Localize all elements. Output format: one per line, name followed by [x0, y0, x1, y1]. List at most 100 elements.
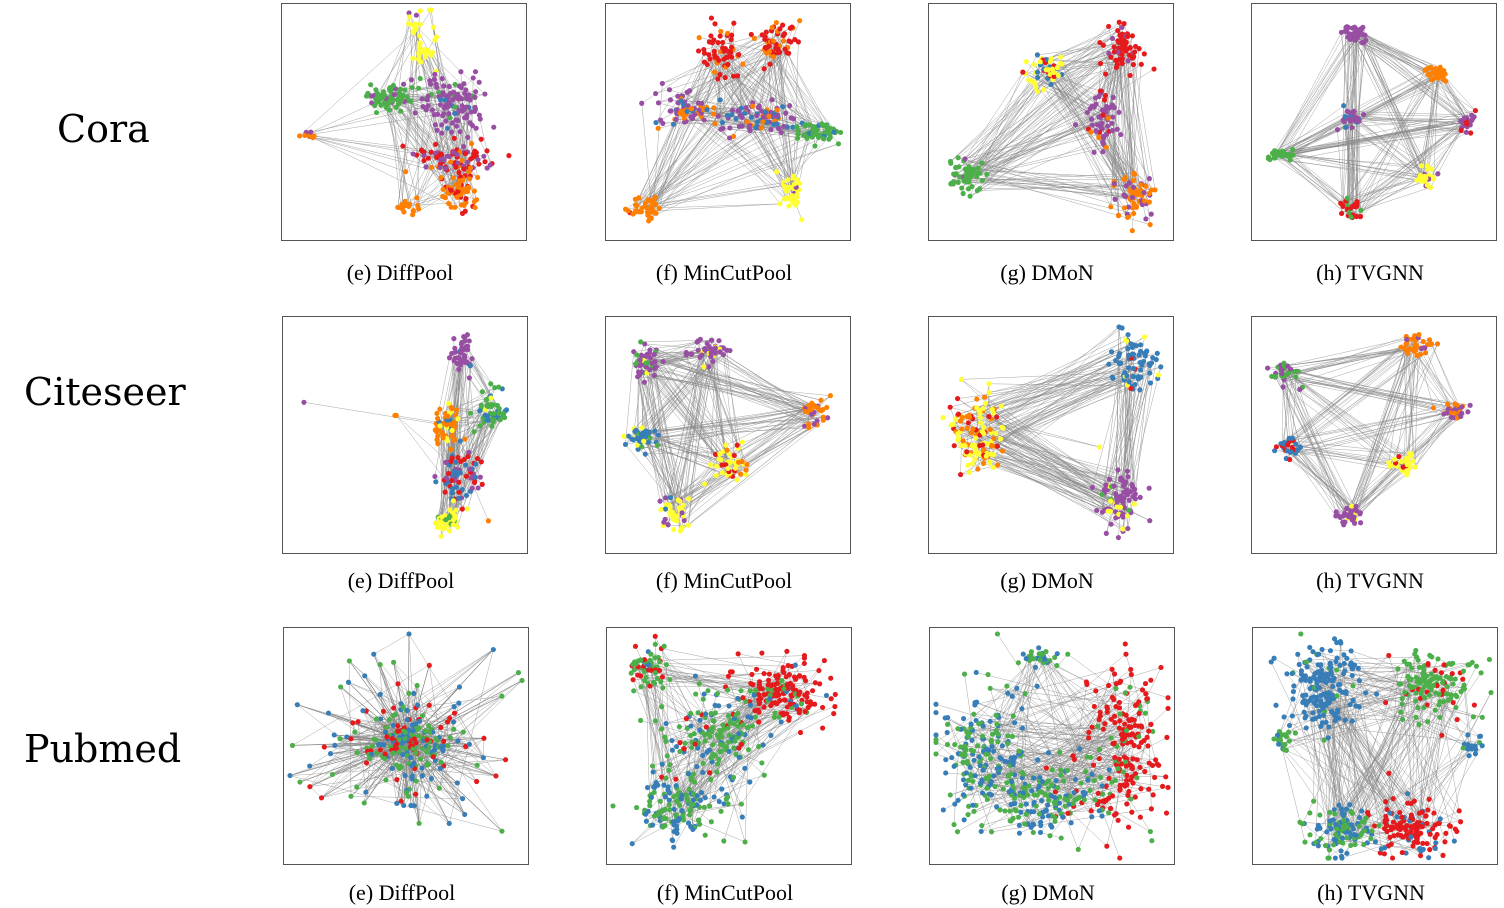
graph-node	[975, 466, 981, 472]
graph-edge	[431, 721, 454, 730]
graph-edge	[1347, 130, 1462, 202]
graph-edge	[1358, 33, 1361, 217]
graph-edge	[715, 33, 785, 59]
graph-edge	[321, 768, 441, 799]
graph-node	[459, 103, 465, 109]
graph-node	[684, 89, 690, 95]
graph-node	[1346, 209, 1352, 216]
graph-nodes	[297, 7, 512, 218]
graph-node	[799, 216, 805, 223]
graph-edge	[644, 343, 705, 349]
graph-node	[789, 192, 795, 199]
graph-node	[462, 208, 468, 214]
graph-node	[447, 513, 453, 519]
graph-node	[1091, 149, 1097, 155]
graph-node	[451, 135, 457, 141]
graph-node	[1051, 73, 1057, 79]
graph-node	[981, 394, 988, 400]
graph-edge	[966, 174, 1134, 214]
graph-edge	[701, 59, 725, 104]
graph-edge	[1427, 77, 1438, 170]
graph-edge	[407, 741, 478, 766]
graph-node	[449, 350, 455, 356]
graph-edge	[670, 405, 809, 498]
graph-node	[781, 31, 788, 37]
graph-node	[396, 737, 402, 743]
row-label-cora: Cora	[57, 107, 150, 151]
graph-node	[1287, 157, 1293, 163]
graph-node	[790, 197, 796, 203]
graph-edge	[985, 334, 1129, 404]
graph-node	[1026, 77, 1032, 83]
graph-edge	[976, 104, 1113, 174]
graph-node	[1287, 366, 1294, 372]
graph-node	[1347, 36, 1353, 42]
graph-node	[638, 339, 644, 345]
graph-node	[1123, 48, 1129, 54]
graph-edge	[1123, 357, 1153, 486]
graph-node	[363, 93, 370, 99]
graph-edge	[1343, 121, 1423, 179]
graph-node	[786, 203, 792, 209]
graph-node	[835, 141, 842, 147]
graph-node	[974, 173, 980, 180]
graph-edge	[637, 376, 831, 396]
graph-node	[806, 425, 812, 431]
graph-node	[1411, 348, 1418, 354]
graph-node	[453, 117, 459, 123]
graph-node	[713, 472, 719, 479]
graph-edge	[435, 672, 519, 739]
graph-edge	[975, 429, 1120, 515]
graph-edge	[1274, 118, 1353, 156]
graph-edge	[1060, 38, 1113, 64]
graph-node	[986, 413, 992, 420]
graph-node	[987, 459, 993, 465]
graph-node	[308, 129, 314, 135]
graph-node	[649, 201, 655, 208]
graph-edge	[665, 351, 702, 510]
graph-node	[972, 456, 978, 462]
graph-node	[1287, 457, 1293, 463]
graph-node	[443, 118, 449, 124]
graph-node	[967, 193, 973, 199]
graph-node	[1020, 69, 1026, 75]
graph-node	[1423, 175, 1429, 181]
graph-node	[641, 438, 647, 444]
graph-edges	[1267, 334, 1471, 525]
graph-node	[689, 351, 695, 357]
graph-edge	[1284, 336, 1416, 449]
graph-node	[474, 197, 480, 203]
graph-node	[673, 513, 679, 519]
graph-node	[695, 347, 701, 353]
graph-node	[1035, 74, 1041, 81]
graph-node	[380, 94, 387, 100]
graph-node	[427, 77, 433, 84]
graph-node	[1445, 406, 1451, 412]
graph-node	[969, 460, 975, 467]
graph-edge	[665, 472, 723, 498]
graph-node	[1115, 49, 1121, 55]
graph-node	[780, 104, 786, 110]
graph-edge	[637, 376, 666, 510]
graph-node	[716, 57, 722, 63]
graph-node	[418, 59, 424, 65]
graph-node	[478, 402, 484, 408]
graph-node	[476, 112, 482, 118]
graph-node	[1444, 410, 1450, 416]
graph-node	[1419, 163, 1425, 169]
graph-node	[1297, 386, 1303, 392]
graph-node	[1121, 192, 1127, 198]
graph-node	[434, 437, 440, 443]
graph-edge	[312, 137, 456, 208]
graph-edge	[1440, 71, 1476, 111]
graph-node	[1121, 176, 1128, 182]
graph-node	[473, 461, 479, 467]
graph-edge	[950, 406, 1100, 448]
graph-node	[820, 414, 826, 420]
graph-edge	[358, 721, 416, 724]
graph-node	[433, 34, 440, 40]
graph-node	[1088, 129, 1094, 135]
graph-node	[704, 340, 710, 347]
graph-node	[426, 702, 432, 708]
graph-node	[667, 97, 674, 103]
